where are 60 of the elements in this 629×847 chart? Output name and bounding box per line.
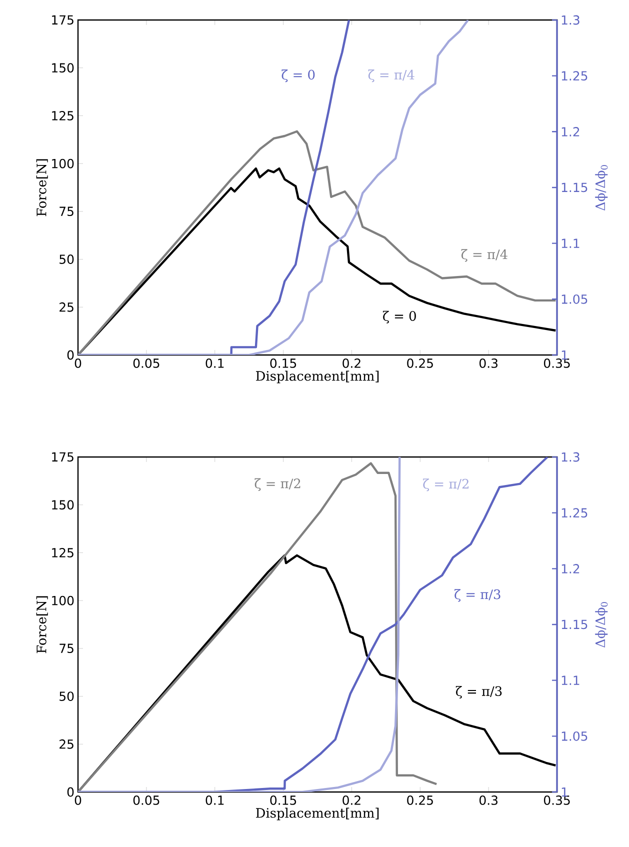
y-axis-title: Force[N] <box>36 159 48 216</box>
x-tick-label: 0 <box>74 358 82 368</box>
series-label: ζ = 0 <box>382 310 416 324</box>
y2-tick-label: 1.15 <box>562 182 588 192</box>
x-tick-label: 0.25 <box>407 358 433 368</box>
x-axis-title: Displacement[mm] <box>256 370 379 384</box>
y-tick-label: 50 <box>60 254 74 264</box>
x-tick-label: 0.1 <box>206 358 224 368</box>
y2-axis-title: Δϕ/Δϕ$_{0}$ <box>595 165 608 210</box>
series-label: ζ = 0 <box>282 70 315 82</box>
y2-tick-label: 1.25 <box>562 71 588 81</box>
series-label: ζ = π/3 <box>456 686 502 699</box>
y2-tick-label: 1.2 <box>562 564 580 574</box>
y-tick-label: 100 <box>52 596 74 606</box>
series-label: ζ = π/4 <box>368 70 414 82</box>
x-tick-label: 0.15 <box>270 358 296 368</box>
x-tick-label: 0.2 <box>342 796 360 805</box>
y2-tick-label: 1.2 <box>562 127 580 136</box>
y2-tick-label: 1.25 <box>562 508 588 518</box>
y-tick-label: 125 <box>52 548 74 558</box>
x-tick-label: 0.05 <box>133 796 160 805</box>
y-tick-label: 150 <box>52 63 74 73</box>
y-tick-label: 125 <box>52 110 74 120</box>
y-tick-label: 0 <box>67 787 74 797</box>
y-tick-label: 150 <box>52 500 74 510</box>
y2-axis-title: Δϕ/Δϕ$_{0}$ <box>595 602 608 648</box>
y2-tick-label: 1.3 <box>562 15 580 25</box>
y2-tick-label: 1.1 <box>562 238 580 248</box>
y-tick-label: 25 <box>60 302 74 312</box>
series-label: ζ = π/2 <box>423 478 468 492</box>
x-tick-label: 0.1 <box>206 796 224 805</box>
x-tick-label: 0.35 <box>544 796 570 805</box>
y2-tick-label: 1.15 <box>562 620 588 630</box>
y2-tick-label: 1.3 <box>562 452 580 462</box>
y2-tick-label: 1 <box>562 350 568 360</box>
y2-tick-label: 1.05 <box>562 294 588 304</box>
x-tick-label: 0.3 <box>480 358 498 368</box>
y-tick-label: 0 <box>67 350 74 360</box>
x-tick-label: 0.3 <box>480 796 498 805</box>
y-tick-label: 100 <box>52 158 74 168</box>
y-tick-label: 175 <box>52 15 74 25</box>
y-tick-label: 25 <box>60 739 74 749</box>
x-tick-label: 0.25 <box>407 796 433 805</box>
y2-tick-label: 1 <box>562 787 568 797</box>
x-axis-title: Displacement[mm] <box>256 808 379 820</box>
series-label: ζ = π/3 <box>454 589 500 602</box>
y2-tick-label: 1.05 <box>562 731 588 741</box>
y-tick-label: 50 <box>60 692 74 701</box>
y-tick-label: 175 <box>52 452 74 462</box>
y-tick-label: 75 <box>60 644 74 654</box>
x-tick-label: 0 <box>74 796 82 805</box>
y-tick-label: 75 <box>60 206 74 216</box>
x-tick-label: 0.35 <box>544 358 570 368</box>
series-label: ζ = π/4 <box>461 249 508 262</box>
x-tick-label: 0.05 <box>133 358 160 368</box>
x-tick-label: 0.2 <box>342 358 360 368</box>
text: ζ = π/2 <box>254 478 300 491</box>
y2-tick-label: 1.1 <box>562 676 580 685</box>
y-axis-title: Force[N] <box>36 596 48 654</box>
x-tick-label: 0.15 <box>270 796 296 805</box>
